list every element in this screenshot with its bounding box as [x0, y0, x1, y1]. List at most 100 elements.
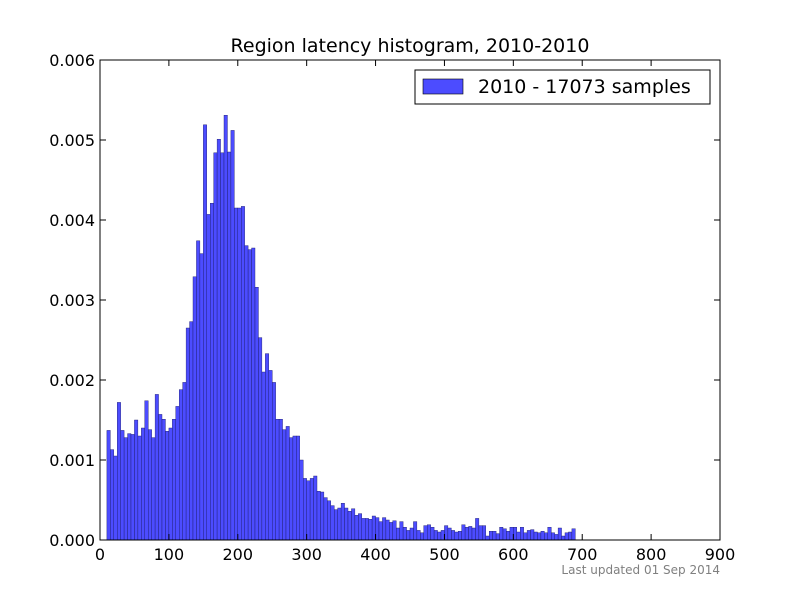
y-tick-label: 0.004 — [49, 211, 95, 230]
histogram-bar — [509, 527, 514, 541]
histogram-bar — [482, 525, 486, 541]
histogram-bar — [382, 517, 387, 541]
histogram-bar — [526, 530, 531, 541]
histogram-bar — [168, 427, 173, 541]
histogram-bar — [261, 371, 266, 541]
histogram-bar — [316, 491, 321, 541]
histogram-bar — [130, 434, 135, 541]
x-axis-ticks: 0 100 200 300 400 500 600 700 800 900 — [95, 60, 735, 564]
histogram-bar — [230, 130, 235, 541]
histogram-bar — [110, 449, 114, 541]
histogram-bar — [203, 124, 207, 541]
x-tick-label: 800 — [636, 545, 667, 564]
y-tick-label: 0.005 — [49, 131, 95, 150]
histogram-bar — [568, 531, 573, 541]
histogram-bar — [530, 529, 535, 541]
histogram-bar — [557, 527, 562, 541]
histogram-bar — [365, 518, 369, 541]
histogram-bar — [544, 532, 548, 541]
histogram-bar — [299, 459, 304, 541]
histogram-bar — [513, 527, 517, 541]
histogram-bar — [454, 531, 459, 541]
histogram-bar — [499, 527, 504, 541]
histogram-bar — [265, 353, 269, 541]
histogram-bar — [485, 535, 490, 541]
histogram-bar — [464, 527, 469, 541]
histogram-bar — [175, 406, 180, 541]
histogram-bar — [337, 507, 342, 541]
histogram-bar — [551, 532, 555, 541]
histogram-bars — [106, 114, 576, 541]
histogram-bar — [213, 152, 218, 541]
histogram-bar — [185, 327, 190, 541]
histogram-bar — [172, 419, 176, 541]
histogram-bar — [148, 429, 152, 541]
histogram-bar — [268, 370, 273, 541]
histogram-bar — [368, 519, 373, 541]
histogram-bar — [134, 419, 139, 541]
histogram-bar — [571, 528, 576, 541]
histogram-bar — [402, 527, 407, 541]
histogram-bar — [392, 520, 397, 541]
histogram-bar — [489, 531, 493, 541]
histogram-bar — [554, 534, 559, 541]
histogram-bar — [540, 531, 545, 541]
histogram-bar — [334, 509, 338, 541]
histogram-bar — [313, 475, 318, 541]
histogram-bar — [340, 503, 345, 541]
x-tick-label: 100 — [154, 545, 185, 564]
histogram-bar — [492, 531, 497, 541]
histogram-bar — [416, 530, 421, 541]
x-tick-label: 900 — [705, 545, 736, 564]
histogram-bar — [440, 530, 445, 541]
histogram-bar — [220, 152, 225, 541]
histogram-bar — [358, 513, 362, 541]
histogram-bar — [564, 532, 569, 541]
histogram-bar — [537, 532, 542, 541]
x-tick-label: 200 — [223, 545, 254, 564]
histogram-bar — [354, 515, 359, 541]
histogram-bar — [320, 491, 325, 541]
y-axis-ticks: 0.000 0.001 0.002 0.003 0.004 0.005 0.006 — [49, 51, 720, 550]
histogram-bar — [282, 429, 287, 541]
histogram-bar — [323, 497, 328, 541]
histogram-bar — [361, 518, 366, 541]
legend: 2010 - 17073 samples — [414, 69, 711, 105]
histogram-bar — [413, 521, 418, 541]
x-tick-label: 300 — [291, 545, 322, 564]
x-tick-label: 600 — [498, 545, 529, 564]
y-tick-label: 0.003 — [49, 291, 95, 310]
histogram-bar — [375, 517, 380, 541]
histogram-bar — [444, 525, 449, 541]
histogram-bar — [254, 287, 259, 541]
histogram-bar — [244, 245, 249, 541]
histogram-bar — [292, 435, 297, 541]
histogram-bar — [223, 114, 228, 541]
histogram-bar — [275, 419, 280, 541]
histogram-bar — [137, 435, 142, 541]
histogram-bar — [289, 437, 294, 541]
histogram-bar — [151, 437, 156, 541]
histogram-bar — [199, 253, 204, 541]
histogram-bar — [192, 276, 197, 541]
histogram-bar — [520, 527, 524, 541]
histogram-bar — [437, 531, 442, 541]
histogram-bar — [158, 414, 163, 541]
histogram-bar — [206, 214, 211, 541]
histogram-bar — [227, 151, 232, 541]
x-tick-label: 400 — [360, 545, 391, 564]
histogram-bar — [468, 526, 473, 541]
histogram-bar — [189, 321, 194, 541]
histogram-bar — [502, 528, 507, 541]
histogram-bar — [285, 426, 290, 541]
histogram-bar — [309, 478, 314, 541]
histogram-bar — [127, 433, 132, 541]
histogram-bar — [303, 478, 307, 541]
histogram-bar — [247, 249, 252, 541]
histogram-bar — [378, 521, 383, 541]
histogram-bar — [330, 505, 335, 541]
histogram-bar — [389, 522, 393, 541]
histogram-bar — [533, 531, 538, 541]
histogram-bar — [165, 431, 170, 541]
